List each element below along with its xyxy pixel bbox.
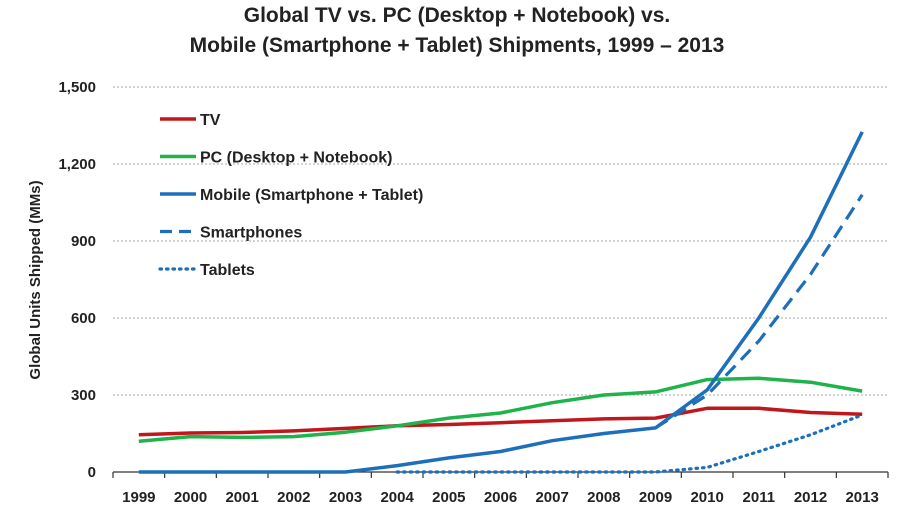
x-tick-label: 2000 (174, 489, 207, 506)
x-tick-label: 2012 (794, 489, 827, 506)
series-line-0 (138, 406, 863, 437)
x-tick-label: 2009 (639, 489, 672, 506)
series-line-4 (395, 413, 864, 474)
y-tick-label: 0 (88, 464, 96, 481)
x-tick-labels: 1999 2000 2001 2002 2003 2004 2005 2006 2007 2008… (122, 489, 879, 506)
x-tick-label: 2006 (484, 489, 517, 506)
legend-label: PC (Desktop + Notebook) (200, 150, 392, 167)
series-lines (138, 131, 864, 474)
y-tick-labels: 0 300 600 900 1,200 1,500 (58, 79, 96, 481)
y-tick-label: 1,200 (58, 156, 96, 173)
series-line-1 (138, 376, 863, 443)
chart-title-line-1: Global TV vs. PC (Desktop + Notebook) vs… (244, 4, 671, 27)
x-tick-label: 2008 (587, 489, 620, 506)
legend: TV PC (Desktop + Notebook) Mobile (Smartph… (158, 112, 423, 279)
y-tick-label: 900 (71, 233, 96, 250)
x-tick-label: 2007 (535, 489, 568, 506)
legend-label: Tablets (200, 262, 255, 279)
x-tick-label: 2011 (743, 489, 776, 506)
x-tick-label: 2001 (225, 489, 258, 506)
x-tick-label: 2004 (380, 489, 414, 506)
y-axis-label: Global Units Shipped (MMs) (27, 180, 44, 379)
legend-label: TV (200, 112, 221, 129)
x-tick-label: 2002 (277, 489, 310, 506)
x-tick-label: 2005 (432, 489, 465, 506)
y-tick-label: 600 (71, 310, 96, 327)
series-line-2 (138, 131, 864, 474)
x-tick-label: 2010 (690, 489, 723, 506)
x-tick-label: 2003 (329, 489, 362, 506)
legend-label: Smartphones (200, 225, 302, 242)
x-tick-label: 2013 (845, 489, 878, 506)
legend-label: Mobile (Smartphone + Tablet) (200, 187, 423, 204)
gridlines (112, 86, 889, 478)
y-tick-label: 300 (71, 387, 96, 404)
y-tick-label: 1,500 (58, 79, 96, 96)
series-line-3 (654, 193, 864, 430)
chart-title-line-2: Mobile (Smartphone + Tablet) Shipments, … (190, 34, 725, 57)
x-tick-label: 1999 (122, 489, 155, 506)
